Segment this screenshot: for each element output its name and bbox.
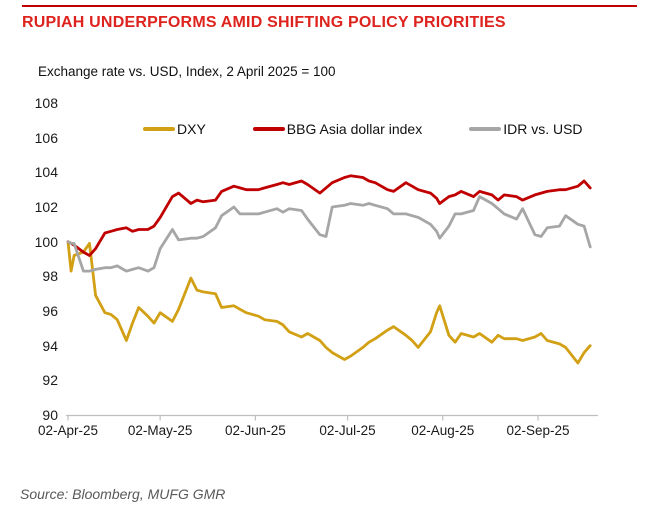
legend-label: DXY bbox=[177, 120, 206, 137]
series-line-idr-vs-usd bbox=[66, 195, 592, 273]
legend-label: IDR vs. USD bbox=[503, 120, 583, 137]
legend-item-dxy: DXY bbox=[143, 121, 206, 137]
legend-swatch bbox=[252, 126, 285, 131]
chart-title: RUPIAH UNDERPFORMS AMID SHIFTING POLICY … bbox=[22, 14, 506, 31]
y-tick-label: 102 bbox=[34, 199, 58, 215]
x-tick-label: 02-May-25 bbox=[127, 423, 193, 438]
line-chart bbox=[66, 174, 598, 421]
chart-subtitle: Exchange rate vs. USD, Index, 2 April 20… bbox=[38, 64, 336, 79]
x-tick-label: 02-Jun-25 bbox=[224, 423, 286, 438]
y-tick-label: 96 bbox=[42, 303, 58, 319]
x-tick-label: 02-Jul-25 bbox=[319, 423, 376, 438]
source-note: Source: Bloomberg, MUFG GMR bbox=[20, 486, 226, 502]
y-tick-label: 106 bbox=[34, 129, 58, 146]
legend-swatch bbox=[469, 126, 502, 131]
y-tick-label: 98 bbox=[42, 268, 58, 285]
y-tick-label: 108 bbox=[34, 95, 58, 111]
x-tick-label: 02-Apr-25 bbox=[37, 423, 99, 438]
y-tick-label: 92 bbox=[42, 372, 58, 389]
y-tick-label: 90 bbox=[42, 407, 58, 423]
series-line-bbg-asia-dollar-index bbox=[66, 174, 592, 257]
y-tick-label: 104 bbox=[34, 164, 58, 181]
y-tick-label: 94 bbox=[42, 337, 58, 354]
legend-item-idr-vs-usd: IDR vs. USD bbox=[469, 120, 583, 137]
chart-legend: DXY BBG Asia dollar index IDR vs. USD bbox=[143, 120, 583, 137]
legend-item-bbg-asia-dollar-index: BBG Asia dollar index bbox=[252, 120, 423, 137]
x-tick-label: 02-Aug-25 bbox=[411, 423, 475, 438]
top-accent-rule bbox=[22, 5, 637, 7]
series-line-dxy bbox=[66, 240, 592, 365]
y-tick-label: 100 bbox=[34, 233, 58, 250]
legend-label: BBG Asia dollar index bbox=[286, 120, 423, 137]
x-tick-label: 02-Sep-25 bbox=[506, 423, 570, 438]
legend-swatch bbox=[143, 126, 175, 131]
